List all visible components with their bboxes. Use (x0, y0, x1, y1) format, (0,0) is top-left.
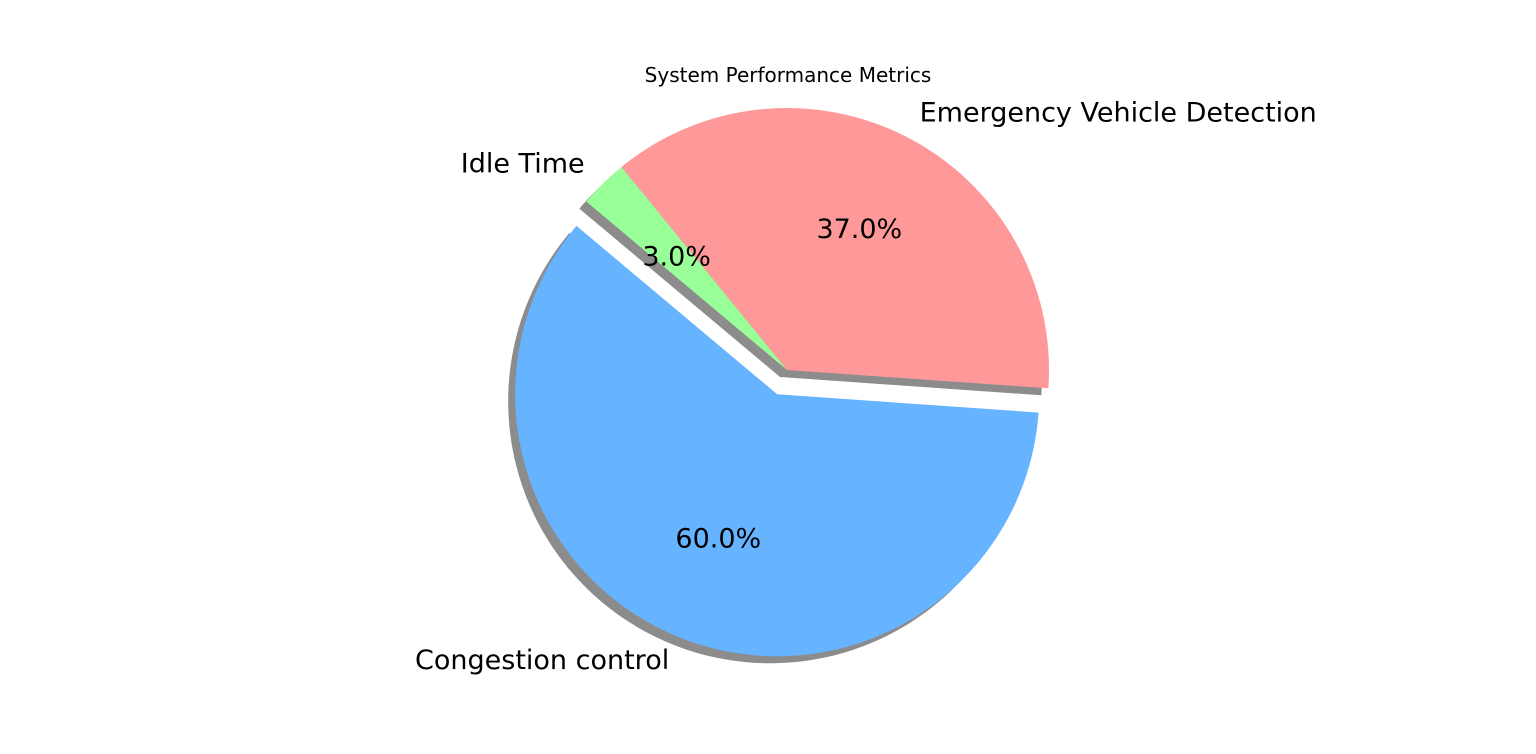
slice-idle-time (586, 166, 787, 370)
chart-title: System Performance Metrics (645, 63, 932, 87)
pct-label-emergency-vehicle-detection: 37.0% (816, 214, 902, 245)
slice-congestion-control (515, 225, 1039, 657)
slice-labels: Congestion control 60.0% Emergency Vehicle… (415, 98, 1317, 676)
label-idle-time: Idle Time (461, 148, 585, 179)
slice-emergency-vehicle-detection (621, 107, 1049, 389)
pct-label-idle-time: 3.0% (642, 242, 711, 273)
label-congestion-control: Congestion control (415, 645, 669, 676)
pct-label-congestion-control: 60.0% (675, 524, 761, 555)
label-emergency-vehicle-detection: Emergency Vehicle Detection (920, 98, 1317, 129)
slices (515, 107, 1049, 657)
